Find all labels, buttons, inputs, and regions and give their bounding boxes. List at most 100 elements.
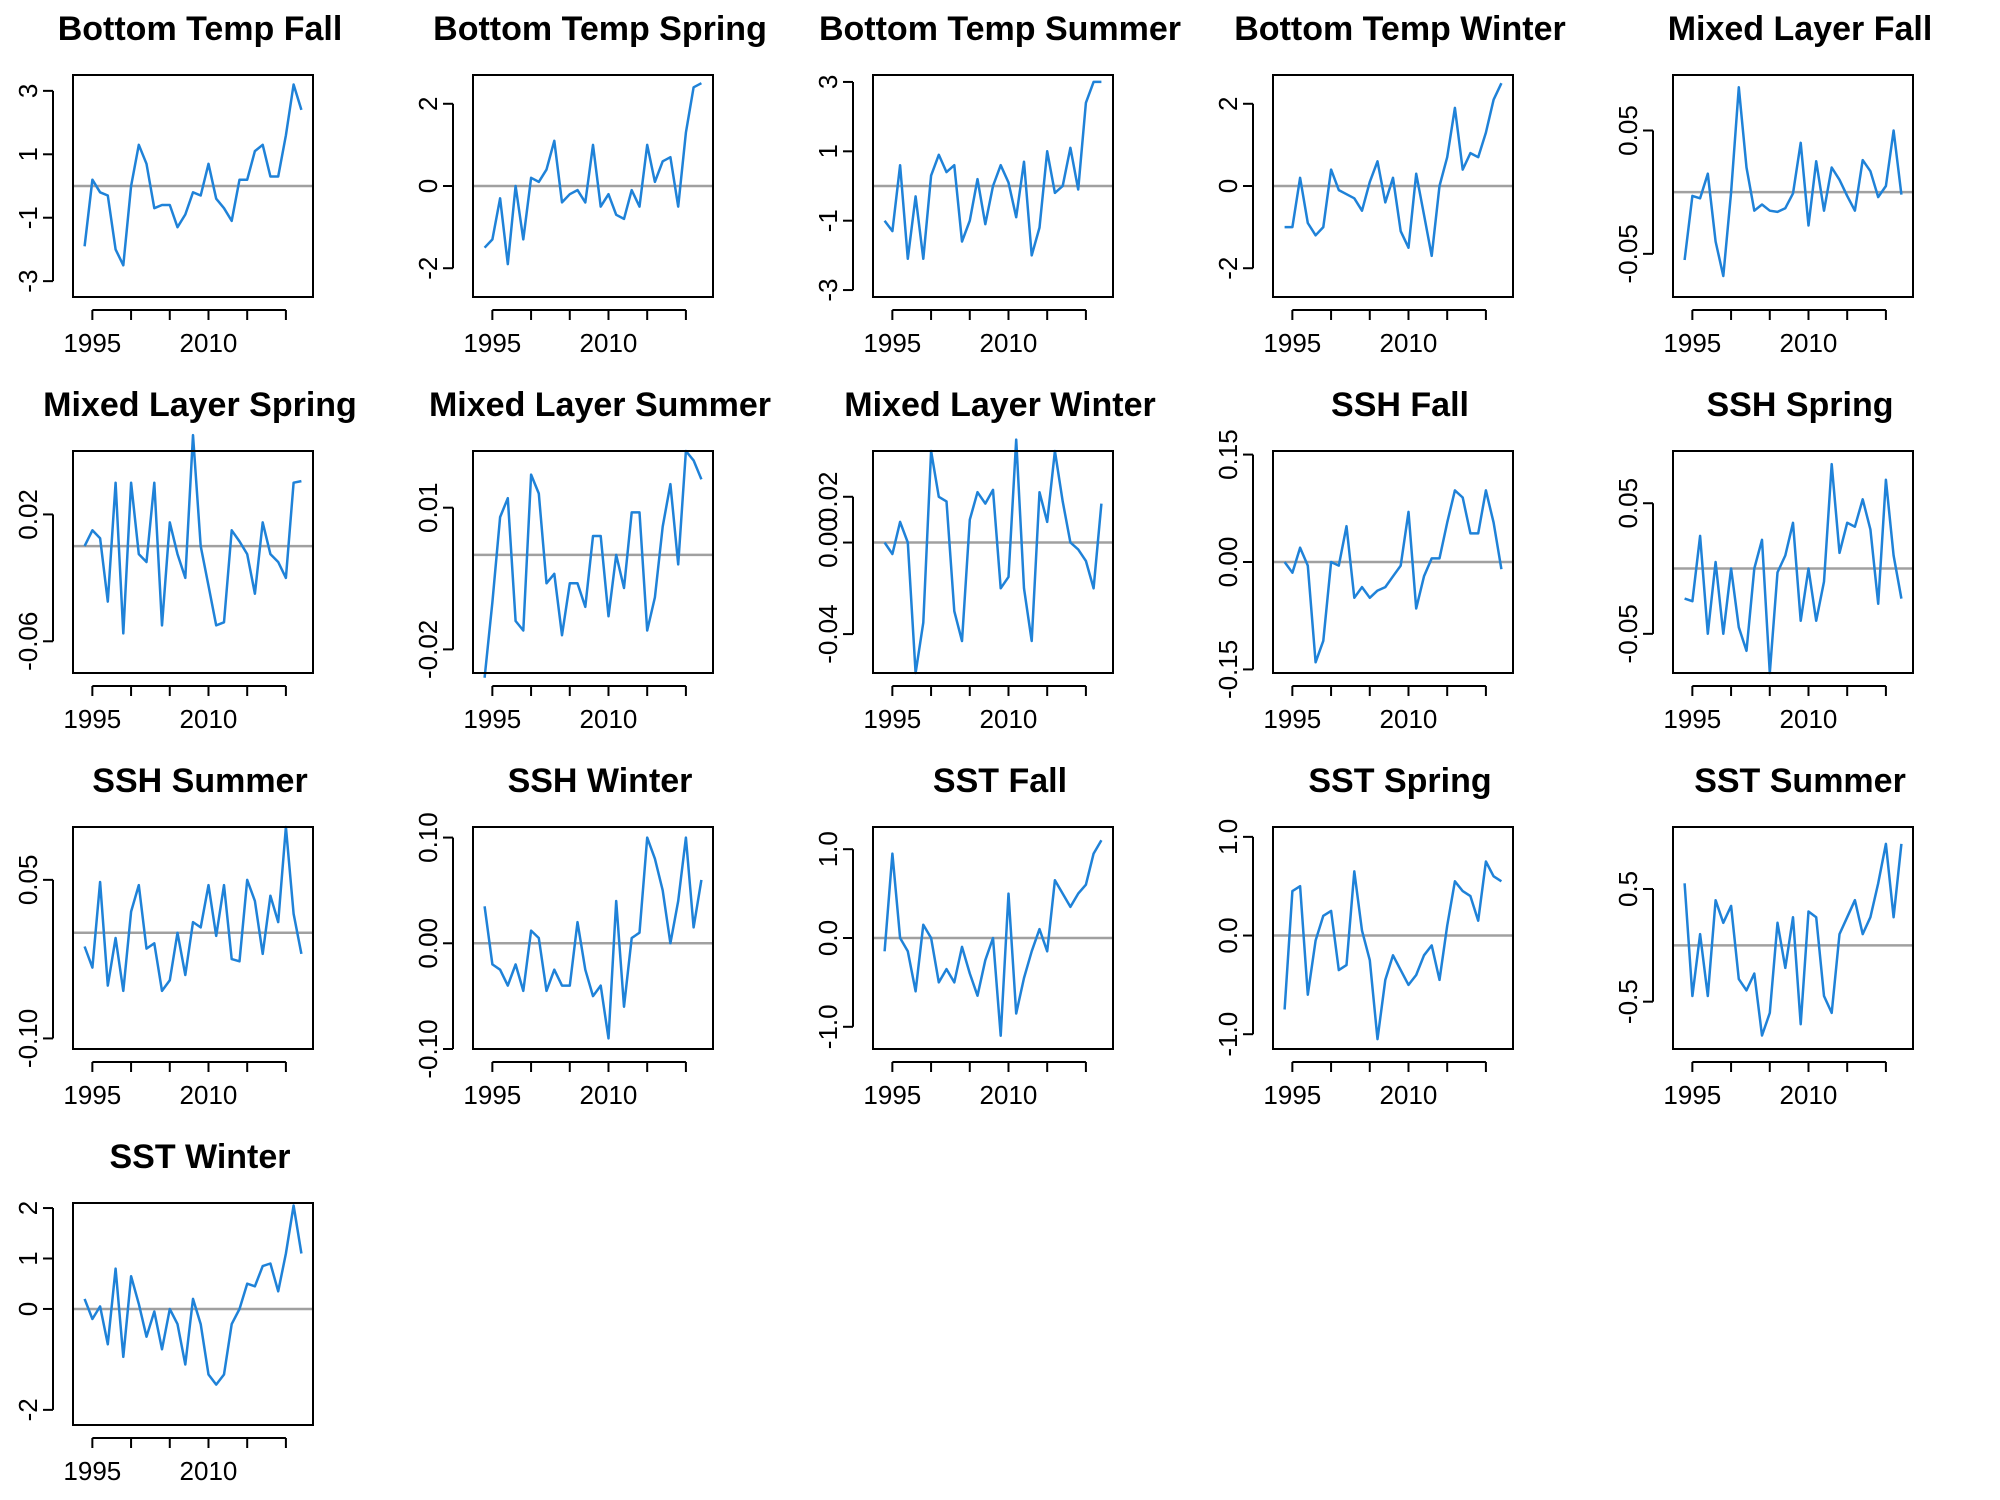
plot-frame: [1672, 74, 1914, 298]
plot-frame: [1272, 450, 1514, 674]
panel-title: SSH Summer: [92, 762, 307, 800]
y-tick-label: 0.01: [413, 482, 443, 533]
x-tick-label: 1995: [1663, 328, 1721, 358]
y-tick-label: -0.15: [1213, 640, 1243, 699]
x-tick-label: 2010: [1380, 1080, 1438, 1110]
x-tick-label: 2010: [1780, 1080, 1838, 1110]
panel-ssh-spring: SSH Spring -0.05 0.05 1995 2010: [1613, 386, 1914, 734]
series-line: [83, 83, 303, 267]
series-line: [83, 433, 302, 635]
panel-title: SSH Spring: [1706, 386, 1893, 424]
panel-ssh-fall: SSH Fall -0.15 0.00 0.15 1995 2010: [1213, 386, 1514, 734]
panel-bottom-temp-summer: Bottom Temp Summer -3 -1 1 3 1995 2010: [813, 10, 1181, 358]
panel-sst-spring: SST Spring -1.0 0.0 1.0 1995 2010: [1213, 762, 1514, 1110]
panel-sst-summer: SST Summer -0.5 0.5 1995 2010: [1613, 762, 1914, 1110]
x-tick-label: 1995: [63, 328, 121, 358]
x-tick-label: 1995: [463, 1080, 521, 1110]
x-tick-label: 2010: [980, 328, 1038, 358]
panel-bottom-temp-fall: Bottom Temp Fall -3 -1 1 3 1995 2010: [13, 10, 342, 358]
series-line: [883, 80, 1102, 261]
y-tick-label: 2: [413, 97, 443, 111]
panel-title: SSH Winter: [508, 762, 693, 800]
plot-frame: [872, 74, 1114, 298]
y-tick-label: 1: [813, 144, 843, 158]
y-tick-label: 0.05: [1613, 105, 1643, 156]
plot-frame: [72, 1202, 314, 1426]
series-line: [1684, 462, 1903, 675]
series-line: [483, 82, 702, 266]
y-tick-label: -0.02: [413, 620, 443, 679]
x-tick-label: 1995: [463, 704, 521, 734]
y-tick-label: 1: [13, 1251, 43, 1265]
x-tick-label: 2010: [1780, 704, 1838, 734]
x-tick-label: 2010: [180, 1080, 238, 1110]
y-tick-label: 0: [413, 179, 443, 193]
y-tick-label: 1.0: [1213, 819, 1243, 855]
y-tick-label: -3: [813, 279, 843, 302]
y-tick-label: -0.05: [1613, 224, 1643, 283]
y-tick-label: 0.0: [813, 920, 843, 956]
y-tick-label: 0.15: [1213, 429, 1243, 480]
panel-sst-winter: SST Winter -2 0 1 2 1995 2010: [13, 1138, 314, 1486]
series-line: [1683, 86, 1903, 278]
series-line: [1284, 82, 1503, 258]
series-line: [1283, 860, 1503, 1041]
x-tick-label: 2010: [580, 1080, 638, 1110]
panel-mixed-layer-spring: Mixed Layer Spring -0.06 0.02 1995 2010: [13, 386, 357, 734]
y-tick-label: 0: [13, 1302, 43, 1316]
y-tick-label: 0.00: [813, 517, 843, 568]
y-tick-label: -2: [413, 257, 443, 280]
panel-ssh-summer: SSH Summer -0.10 0.05 1995 2010: [13, 762, 314, 1110]
y-tick-label: 3: [813, 75, 843, 89]
series-line: [1683, 842, 1903, 1037]
panel-bottom-temp-spring: Bottom Temp Spring -2 0 2 1995 2010: [413, 10, 767, 358]
y-tick-label: 0.10: [413, 812, 443, 863]
x-tick-label: 1995: [863, 328, 921, 358]
y-tick-label: -1: [13, 206, 43, 229]
plot-frame: [1672, 826, 1914, 1050]
y-tick-label: -1.0: [813, 1004, 843, 1049]
x-tick-label: 2010: [1780, 328, 1838, 358]
x-tick-label: 1995: [63, 1456, 121, 1486]
x-tick-label: 1995: [1263, 328, 1321, 358]
y-tick-label: -0.06: [13, 612, 43, 671]
y-tick-label: 0: [1213, 179, 1243, 193]
x-tick-label: 2010: [580, 328, 638, 358]
plot-frame: [1272, 74, 1514, 298]
y-tick-label: 0.02: [813, 471, 843, 522]
x-tick-label: 2010: [180, 704, 238, 734]
x-tick-label: 2010: [180, 1456, 238, 1486]
y-tick-label: -1.0: [1213, 1012, 1243, 1057]
panel-title: Mixed Layer Summer: [429, 386, 771, 424]
y-tick-label: -2: [13, 1398, 43, 1421]
x-tick-label: 1995: [1663, 1080, 1721, 1110]
series-line: [883, 839, 1103, 1037]
panel-title: Bottom Temp Fall: [58, 10, 343, 48]
plot-frame: [872, 450, 1114, 674]
y-tick-label: -1: [813, 209, 843, 232]
panel-title: Mixed Layer Winter: [844, 386, 1155, 424]
x-tick-label: 1995: [63, 1080, 121, 1110]
panel-title: SSH Fall: [1331, 386, 1469, 424]
y-tick-label: -0.5: [1613, 979, 1643, 1024]
x-tick-label: 1995: [63, 704, 121, 734]
y-tick-label: 0.00: [413, 918, 443, 969]
panel-title: Mixed Layer Fall: [1668, 10, 1933, 48]
series-line: [83, 1204, 303, 1386]
x-tick-label: 1995: [1263, 1080, 1321, 1110]
plot-frame: [72, 450, 314, 674]
x-tick-label: 1995: [1663, 704, 1721, 734]
series-line: [883, 438, 1103, 675]
x-tick-label: 2010: [980, 1080, 1038, 1110]
plot-frame: [72, 74, 314, 298]
panel-title: Bottom Temp Winter: [1234, 10, 1565, 48]
y-tick-label: 2: [1213, 97, 1243, 111]
y-tick-label: 0.00: [1213, 537, 1243, 588]
plot-frame: [72, 826, 314, 1050]
x-tick-label: 1995: [863, 1080, 921, 1110]
y-tick-label: 1.0: [813, 831, 843, 867]
panel-title: Mixed Layer Spring: [43, 386, 357, 424]
x-tick-label: 2010: [580, 704, 638, 734]
y-tick-label: -0.10: [13, 1009, 43, 1068]
